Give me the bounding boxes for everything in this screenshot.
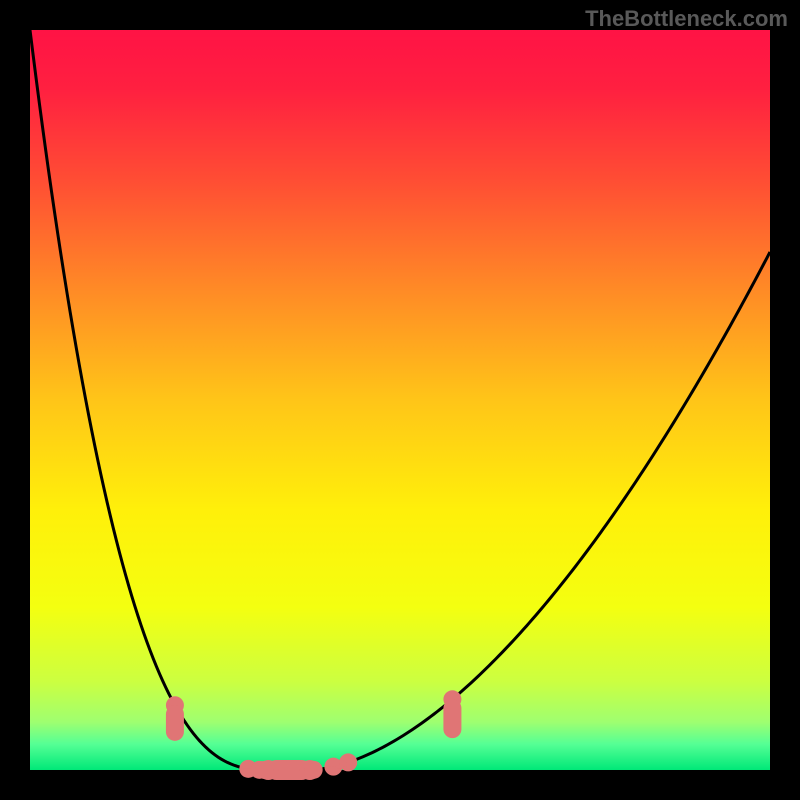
watermark-text: TheBottleneck.com	[585, 6, 788, 32]
chart-svg	[0, 0, 800, 800]
chart-container: TheBottleneck.com	[0, 0, 800, 800]
